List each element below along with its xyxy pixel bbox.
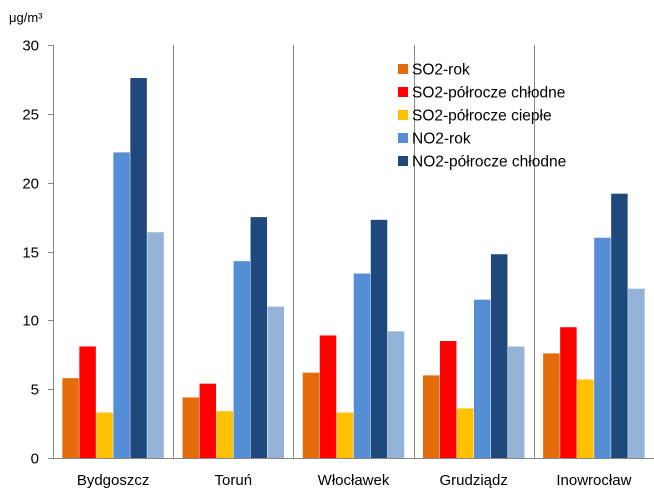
bar (560, 327, 577, 458)
legend-swatch (398, 64, 408, 74)
bar (216, 411, 234, 458)
bar (543, 353, 560, 458)
y-tick-label: 25 (22, 107, 39, 124)
legend-label: NO2-rok (412, 131, 471, 148)
bar (302, 372, 320, 458)
y-tick-label: 30 (22, 38, 39, 55)
x-tick-label: Grudziądz (440, 472, 508, 489)
legend-label: SO2-półrocze chłodne (412, 85, 565, 102)
axes (48, 45, 654, 459)
legend-swatch (398, 110, 408, 120)
bars (62, 78, 645, 458)
y-tick-label: 20 (22, 176, 39, 193)
bar (62, 378, 79, 458)
x-tick-label: Bydgoszcz (77, 472, 150, 489)
x-tick-label: Inowrocław (556, 472, 631, 489)
bar (182, 397, 200, 458)
bar (611, 193, 628, 458)
legend: SO2-rok SO2-półrocze chłodne SO2-półrocze … (398, 62, 566, 171)
y-axis-unit-label: μg/m³ (9, 10, 43, 25)
bar (353, 273, 371, 458)
bar (267, 306, 285, 458)
y-tick-label: 0 (31, 451, 39, 468)
bar (199, 383, 217, 458)
legend-swatch (398, 133, 408, 143)
bar (628, 288, 645, 458)
bar (79, 346, 96, 458)
bar (250, 217, 268, 458)
bar (422, 375, 440, 458)
legend-label: NO2-półrocze chłodne (412, 154, 566, 171)
bar (594, 237, 611, 458)
category-dividers (173, 45, 535, 458)
bar (439, 340, 457, 458)
bar (473, 299, 491, 458)
y-axis-ticks: 0 5 10 15 20 25 30 (22, 38, 39, 468)
legend-label: SO2-rok (412, 62, 470, 79)
legend-label: SO2-półrocze ciepłe (412, 108, 552, 125)
bar (147, 232, 164, 458)
bar (233, 261, 251, 458)
legend-swatch (398, 87, 408, 97)
y-tick-label: 5 (31, 382, 39, 399)
bar (577, 379, 594, 458)
bar (319, 335, 337, 458)
legend-swatch (398, 156, 408, 166)
y-tick-label: 15 (22, 245, 39, 262)
bar (456, 408, 474, 458)
bar (387, 331, 405, 458)
y-tick-label: 10 (22, 313, 39, 330)
bar (490, 254, 508, 458)
x-tick-label: Toruń (215, 472, 253, 489)
x-axis-ticks: Bydgoszcz Toruń Włocławek Grudziądz Inowrocł… (77, 472, 632, 489)
bar (130, 78, 147, 458)
bar (507, 346, 525, 458)
bar (370, 219, 388, 458)
bar (336, 412, 354, 458)
bar (113, 152, 130, 458)
bar (96, 412, 113, 458)
x-tick-label: Włocławek (318, 472, 390, 489)
